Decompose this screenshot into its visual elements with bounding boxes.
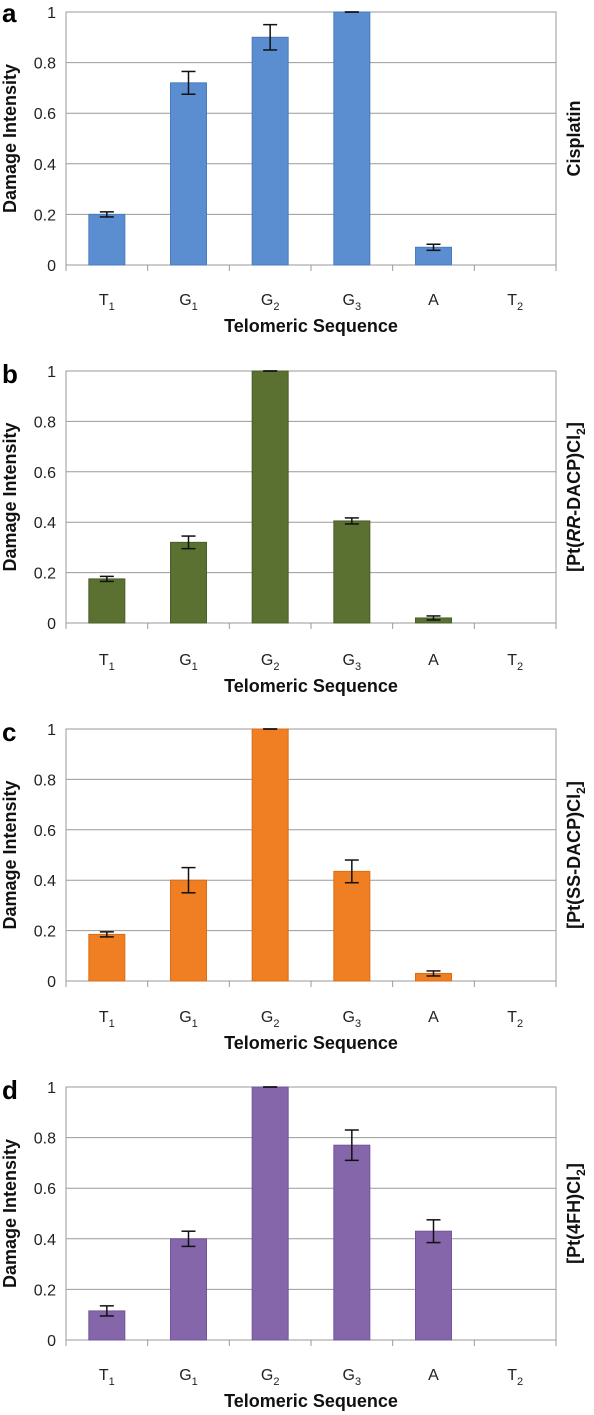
y-tick-label: 0.2 <box>34 566 56 583</box>
bar-0 <box>88 578 126 624</box>
y-tick-label: 0 <box>47 616 56 633</box>
x-tick-label: T2 <box>507 292 523 313</box>
compound-label: [Pt(RR-DACP)Cl2] <box>564 422 588 572</box>
y-tick-label: 0.4 <box>34 1232 56 1249</box>
panel-c: 0 0.2 0.4 0.6 0.8 1 T1 G1 G2 G3 A T2 Telomeric Seque… <box>0 717 588 1053</box>
bar-2 <box>251 1086 289 1341</box>
y-tick-label: 1 <box>47 722 56 739</box>
y-tick-label: 1 <box>47 1080 56 1097</box>
panel-label: b <box>2 359 18 389</box>
plot-frame <box>65 11 557 266</box>
y-axis-title: Damage Intensity <box>0 64 20 213</box>
x-tick-label: T1 <box>99 1009 115 1030</box>
bar-0 <box>88 933 126 982</box>
x-tick-label: G3 <box>343 1009 362 1030</box>
bar-1 <box>170 82 207 266</box>
panel-b: 0 0.2 0.4 0.6 0.8 1 T1 G1 G2 G3 A T2 Telomeric Seque… <box>0 359 588 696</box>
x-tick-label: G2 <box>261 292 280 313</box>
bar-3 <box>333 1144 371 1341</box>
bar-2 <box>251 728 289 982</box>
bar-4 <box>415 1230 452 1341</box>
bar-0 <box>88 213 126 266</box>
bar-1 <box>170 541 207 624</box>
x-tick-label: T1 <box>99 652 115 673</box>
panel-d: 0 0.2 0.4 0.6 0.8 1 T1 G1 G2 G3 A T2 Telomeric Seque… <box>0 1075 588 1411</box>
y-tick-label: 0.2 <box>34 1282 56 1299</box>
panel-label: c <box>2 717 16 747</box>
panel-label: a <box>2 0 17 28</box>
y-axis-title: Damage Intensity <box>0 1139 20 1288</box>
x-tick-label: T2 <box>507 1009 523 1030</box>
x-tick-label: G2 <box>261 1367 280 1388</box>
y-tick-label: 0 <box>47 258 56 275</box>
y-axis-title: Damage Intensity <box>0 422 20 571</box>
x-tick-label: G1 <box>179 1009 198 1030</box>
plot-frame <box>65 728 557 982</box>
bar-1 <box>170 879 207 982</box>
y-tick-label: 1 <box>47 5 56 22</box>
x-tick-label: G1 <box>179 292 198 313</box>
x-tick-label: A <box>428 1367 439 1384</box>
x-tick-label: T1 <box>99 1367 115 1388</box>
bar-3 <box>333 870 371 982</box>
y-tick-label: 1 <box>47 364 56 381</box>
y-tick-label: 0.4 <box>34 873 56 890</box>
x-axis-title: Telomeric Sequence <box>224 1033 398 1053</box>
x-tick-label: G1 <box>179 1367 198 1388</box>
x-tick-label: T1 <box>99 292 115 313</box>
x-tick-label: G3 <box>343 1367 362 1388</box>
y-tick-label: 0.2 <box>34 924 56 941</box>
y-tick-label: 0.6 <box>34 106 56 123</box>
x-tick-label: T2 <box>507 1367 523 1388</box>
y-tick-label: 0.8 <box>34 414 56 431</box>
compound-label: Cisplatin <box>564 100 584 176</box>
x-axis-title: Telomeric Sequence <box>224 316 398 336</box>
y-tick-label: 0.8 <box>34 1131 56 1148</box>
x-tick-label: A <box>428 292 439 309</box>
bar-3 <box>333 520 371 624</box>
x-tick-label: A <box>428 1009 439 1026</box>
plot-frame <box>65 1086 557 1341</box>
x-axis-title: Telomeric Sequence <box>224 1391 398 1411</box>
y-tick-label: 0.4 <box>34 157 56 174</box>
plot-frame <box>65 370 557 624</box>
compound-label: [Pt(SS-DACP)Cl2] <box>564 781 588 929</box>
x-tick-label: G2 <box>261 1009 280 1030</box>
bar-1 <box>170 1238 207 1341</box>
y-tick-label: 0 <box>47 1333 56 1350</box>
x-tick-label: G2 <box>261 652 280 673</box>
y-tick-label: 0.6 <box>34 465 56 482</box>
y-tick-label: 0.6 <box>34 823 56 840</box>
y-axis-title: Damage Intensity <box>0 780 20 929</box>
y-tick-label: 0.8 <box>34 772 56 789</box>
y-tick-label: 0.4 <box>34 515 56 532</box>
compound-label: [Pt(4FH)Cl2] <box>564 1163 588 1264</box>
panel-a: 0 0.2 0.4 0.6 0.8 1 T1 G1 G2 G3 A T2 Telomeric Seque… <box>0 0 584 336</box>
bar-2 <box>251 370 289 624</box>
bar-2 <box>251 36 289 266</box>
x-tick-label: A <box>428 652 439 669</box>
y-tick-label: 0.8 <box>34 56 56 73</box>
x-axis-title: Telomeric Sequence <box>224 676 398 696</box>
y-tick-label: 0 <box>47 974 56 991</box>
y-tick-label: 0.6 <box>34 1181 56 1198</box>
x-tick-label: G3 <box>343 292 362 313</box>
x-tick-label: T2 <box>507 652 523 673</box>
x-tick-label: G1 <box>179 652 198 673</box>
panel-label: d <box>2 1075 18 1105</box>
bar-3 <box>333 11 371 266</box>
y-tick-label: 0.2 <box>34 207 56 224</box>
x-tick-label: G3 <box>343 652 362 673</box>
